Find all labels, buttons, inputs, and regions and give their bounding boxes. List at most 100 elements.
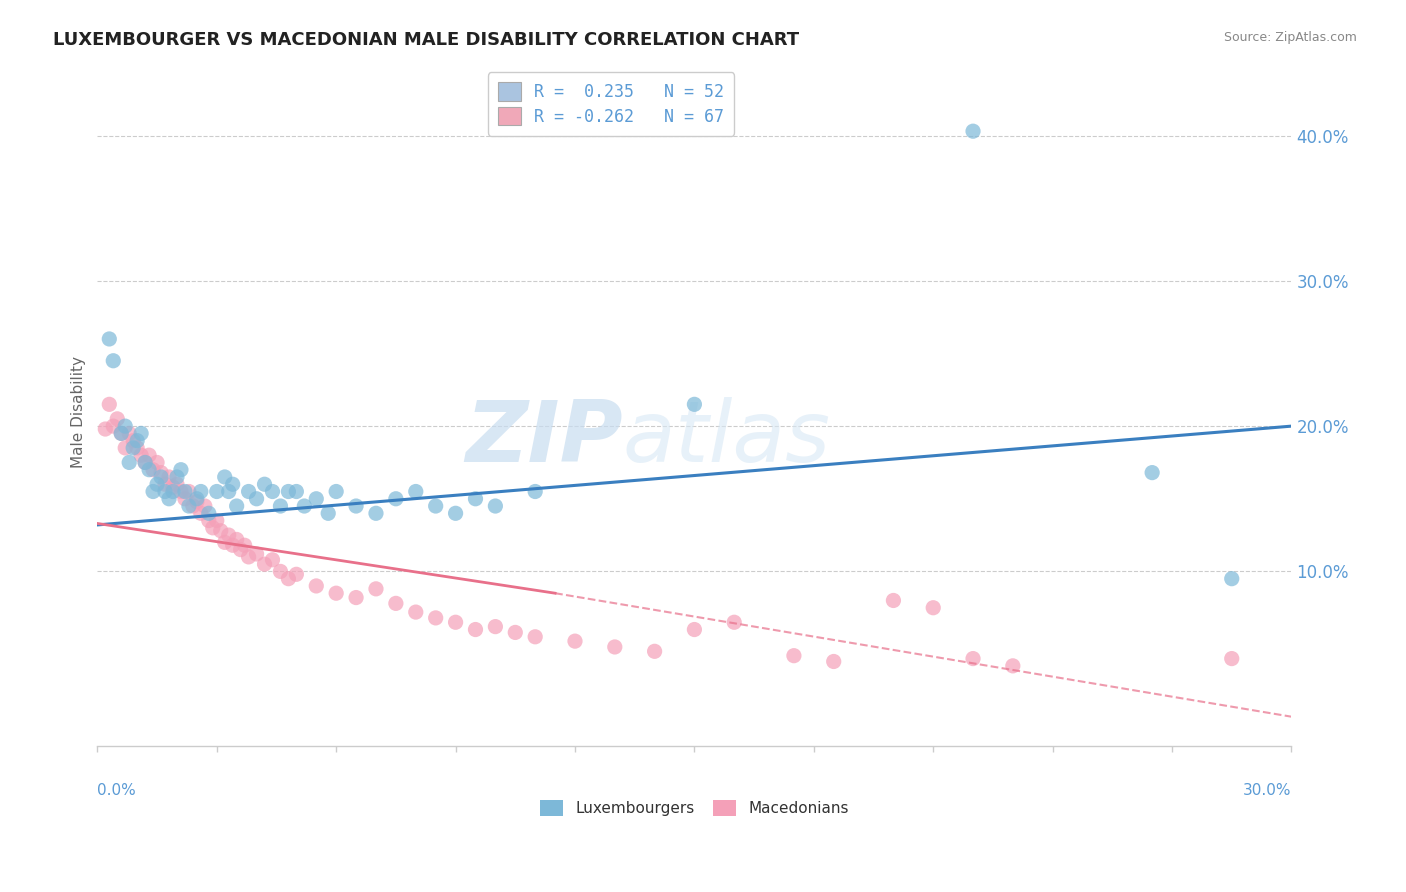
- Point: [503, 625, 526, 640]
- Point: [105, 412, 128, 426]
- Legend: Luxembourgers, Macedonians: Luxembourgers, Macedonians: [534, 794, 855, 822]
- Point: [238, 549, 260, 564]
- Point: [524, 630, 547, 644]
- Point: [305, 579, 328, 593]
- Point: [181, 499, 204, 513]
- Point: [103, 353, 125, 368]
- Point: [129, 448, 152, 462]
- Point: [190, 506, 212, 520]
- Point: [325, 484, 347, 499]
- Point: [405, 605, 427, 619]
- Point: [385, 596, 408, 610]
- Point: [823, 655, 845, 669]
- Point: [153, 484, 176, 499]
- Point: [214, 535, 236, 549]
- Point: [269, 565, 291, 579]
- Point: [118, 455, 141, 469]
- Point: [922, 600, 945, 615]
- Point: [174, 491, 197, 506]
- Point: [142, 463, 165, 477]
- Point: [114, 441, 136, 455]
- Point: [225, 533, 247, 547]
- Point: [385, 491, 408, 506]
- Point: [122, 441, 145, 455]
- Point: [157, 470, 180, 484]
- Point: [218, 484, 240, 499]
- Point: [186, 491, 208, 506]
- Point: [484, 499, 506, 513]
- Text: 0.0%: 0.0%: [97, 782, 136, 797]
- Point: [882, 593, 904, 607]
- Point: [94, 422, 117, 436]
- Point: [277, 484, 299, 499]
- Point: [683, 397, 706, 411]
- Point: [98, 397, 121, 411]
- Point: [194, 499, 217, 513]
- Point: [262, 553, 284, 567]
- Point: [316, 506, 339, 520]
- Point: [1220, 651, 1243, 665]
- Point: [221, 477, 243, 491]
- Point: [201, 521, 224, 535]
- Text: ZIP: ZIP: [465, 397, 623, 480]
- Text: atlas: atlas: [623, 397, 831, 480]
- Point: [221, 538, 243, 552]
- Point: [103, 419, 125, 434]
- Text: Source: ZipAtlas.com: Source: ZipAtlas.com: [1223, 31, 1357, 45]
- Text: LUXEMBOURGER VS MACEDONIAN MALE DISABILITY CORRELATION CHART: LUXEMBOURGER VS MACEDONIAN MALE DISABILI…: [53, 31, 800, 49]
- Point: [138, 463, 160, 477]
- Point: [138, 448, 160, 462]
- Point: [150, 470, 173, 484]
- Point: [114, 419, 136, 434]
- Point: [190, 484, 212, 499]
- Point: [118, 426, 141, 441]
- Point: [238, 484, 260, 499]
- Point: [150, 466, 173, 480]
- Point: [153, 477, 176, 491]
- Point: [142, 484, 165, 499]
- Point: [603, 640, 626, 654]
- Point: [122, 434, 145, 448]
- Point: [214, 470, 236, 484]
- Point: [127, 434, 149, 448]
- Point: [344, 499, 367, 513]
- Point: [962, 651, 984, 665]
- Point: [110, 426, 132, 441]
- Point: [162, 480, 184, 494]
- Point: [405, 484, 427, 499]
- Point: [198, 506, 221, 520]
- Point: [444, 506, 467, 520]
- Point: [134, 455, 156, 469]
- Point: [229, 542, 252, 557]
- Point: [962, 124, 984, 138]
- Point: [364, 506, 387, 520]
- Point: [170, 484, 193, 499]
- Point: [209, 524, 232, 538]
- Point: [425, 499, 447, 513]
- Point: [723, 615, 745, 630]
- Point: [1001, 658, 1024, 673]
- Point: [174, 484, 197, 499]
- Point: [464, 623, 486, 637]
- Point: [198, 514, 221, 528]
- Text: 30.0%: 30.0%: [1243, 782, 1292, 797]
- Point: [205, 514, 228, 528]
- Point: [285, 484, 308, 499]
- Point: [364, 582, 387, 596]
- Point: [186, 494, 208, 508]
- Point: [166, 470, 188, 484]
- Point: [444, 615, 467, 630]
- Point: [110, 426, 132, 441]
- Point: [464, 491, 486, 506]
- Point: [245, 491, 267, 506]
- Point: [225, 499, 247, 513]
- Point: [277, 572, 299, 586]
- Point: [783, 648, 806, 663]
- Point: [177, 484, 200, 499]
- Point: [425, 611, 447, 625]
- Point: [170, 463, 193, 477]
- Point: [162, 484, 184, 499]
- Point: [524, 484, 547, 499]
- Point: [245, 547, 267, 561]
- Point: [564, 634, 586, 648]
